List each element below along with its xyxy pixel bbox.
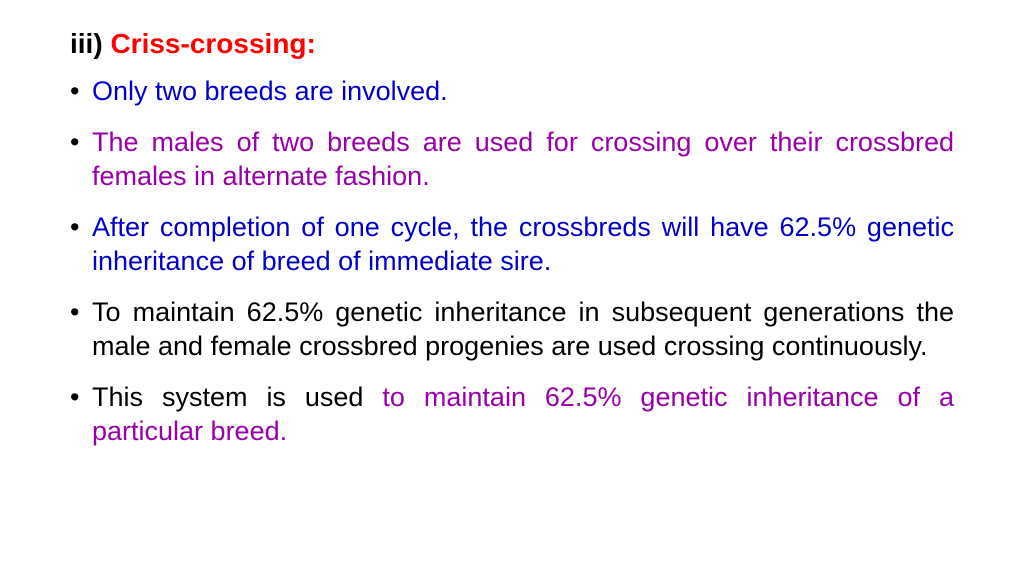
heading-numeral: iii) [70,28,103,59]
bullet-text: After completion of one cycle, the cross… [92,212,954,277]
list-item: Only two breeds are involved. [70,74,954,109]
list-item: This system is used to maintain 62.5% ge… [70,380,954,449]
bullet-text: Only two breeds are involved. [92,76,448,106]
heading-title: Criss-crossing: [110,28,315,59]
bullet-text: This system is used [92,382,382,412]
bullet-text: To maintain 62.5% genetic inheritance in… [92,297,954,362]
list-item: After completion of one cycle, the cross… [70,210,954,279]
bullet-text: The males of two breeds are used for cro… [92,127,954,192]
list-item: The males of two breeds are used for cro… [70,125,954,194]
list-item: To maintain 62.5% genetic inheritance in… [70,295,954,364]
bullet-list: Only two breeds are involved. The males … [70,74,954,449]
slide-content: iii) Criss-crossing: Only two breeds are… [0,0,1024,485]
section-heading: iii) Criss-crossing: [70,28,954,60]
